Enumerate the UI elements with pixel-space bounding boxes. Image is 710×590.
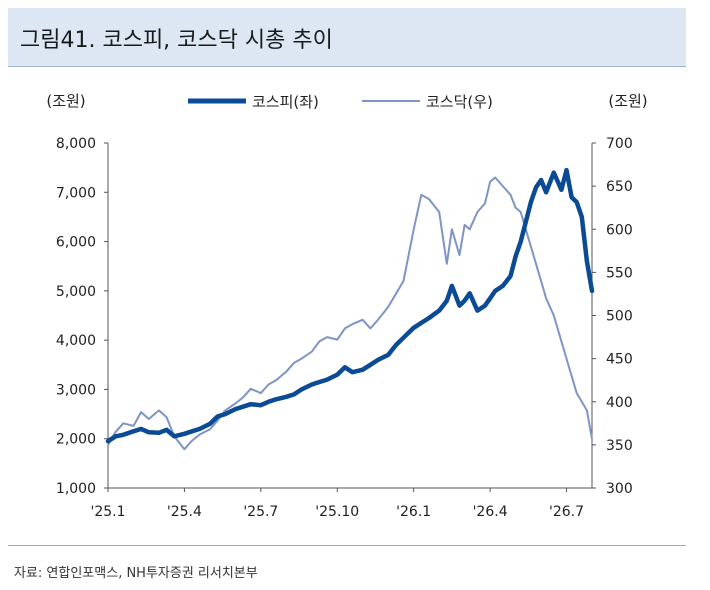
series-line-kospi	[105, 167, 595, 444]
legend-label-kosdaq: 코스닥(우)	[426, 93, 493, 111]
footer-divider	[8, 545, 686, 546]
x-tick-label: '25.4	[167, 504, 202, 520]
series-line-kosdaq	[107, 176, 593, 451]
title-bar: 그림41. 코스피, 코스닥 시총 추이	[8, 8, 686, 67]
left-tick-label: 5,000	[56, 284, 96, 300]
left-tick-label: 7,000	[56, 185, 96, 201]
x-tick-label: '25.1	[90, 504, 125, 520]
left-tick-label: 6,000	[56, 235, 96, 251]
right-tick-label: 700	[606, 136, 633, 152]
right-tick-label: 350	[606, 438, 633, 454]
x-tick-label: '26.4	[473, 504, 508, 520]
x-tick-label: '25.7	[243, 504, 278, 520]
right-tick-label: 550	[606, 265, 633, 281]
right-tick-label: 500	[606, 309, 633, 325]
right-tick-label: 600	[606, 222, 633, 238]
legend-label-kospi: 코스피(좌)	[252, 93, 319, 111]
right-tick-label: 450	[606, 352, 633, 368]
left-tick-label: 3,000	[56, 382, 96, 398]
right-tick-label: 650	[606, 179, 633, 195]
left-unit-label: (조원)	[46, 92, 85, 110]
left-tick-label: 2,000	[56, 432, 96, 448]
right-tick-label: 300	[606, 481, 633, 497]
chart-title: 그림41. 코스피, 코스닥 시총 추이	[20, 28, 333, 53]
right-tick-label: 400	[606, 395, 633, 411]
left-tick-label: 1,000	[56, 481, 96, 497]
source-note: 자료: 연합인포맥스, NH투자증권 리서치본부	[14, 566, 258, 581]
x-tick-label: '26.7	[549, 504, 584, 520]
x-tick-label: '25.10	[315, 504, 359, 520]
x-tick-label: '26.1	[396, 504, 431, 520]
right-unit-label: (조원)	[608, 92, 647, 110]
left-tick-label: 8,000	[56, 136, 96, 152]
left-tick-label: 4,000	[56, 333, 96, 349]
